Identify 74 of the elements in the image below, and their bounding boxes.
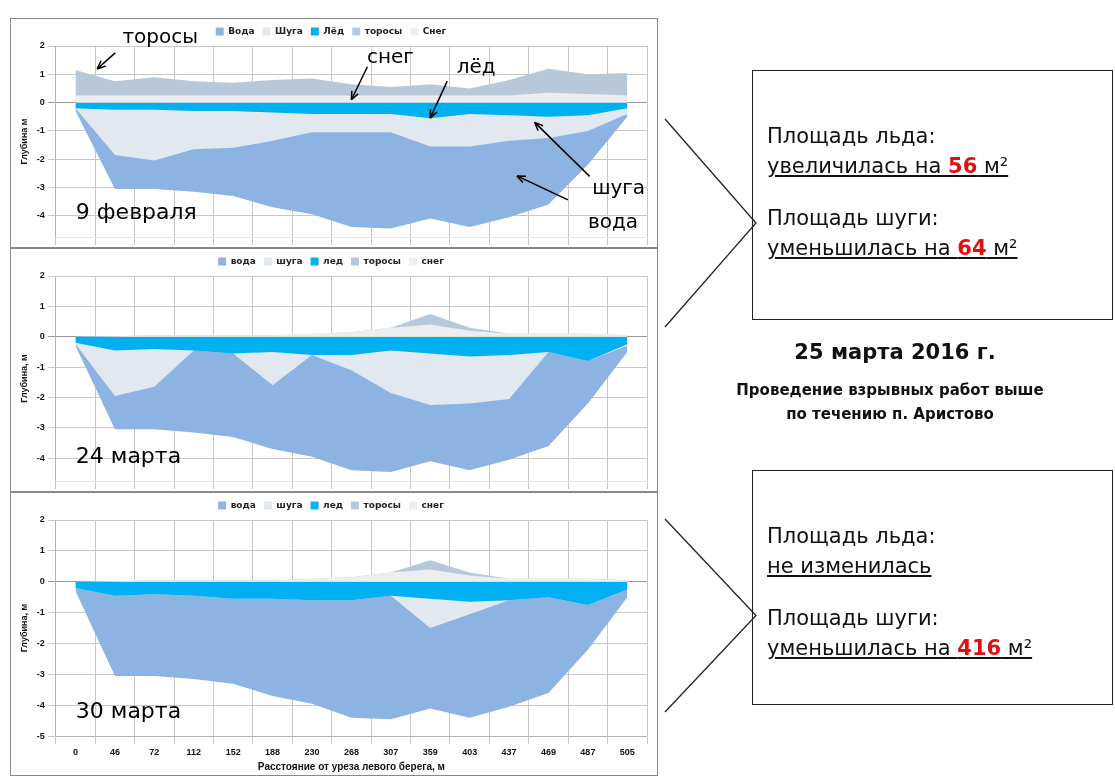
- annotation: лёд: [456, 54, 496, 79]
- y-tick-label: 0: [39, 331, 45, 342]
- legend-label: торосы: [364, 25, 403, 36]
- text: не изменилась: [767, 553, 933, 580]
- text: 25 марта 2016 г.: [793, 340, 997, 364]
- text: Площадь льда:: [767, 123, 937, 150]
- y-tick-label: -2: [36, 153, 45, 164]
- legend-label: шуга: [276, 499, 303, 510]
- annotation: вода: [587, 209, 638, 234]
- y-tick-label: -1: [36, 125, 45, 136]
- y-tick-label: -2: [36, 638, 45, 649]
- y-tick-label: -4: [36, 699, 45, 710]
- y-tick-label: -3: [36, 668, 45, 679]
- x-tick-label: 72: [149, 747, 160, 758]
- legend-label: торосы: [363, 499, 402, 510]
- text: Площадь шуги:: [767, 605, 940, 632]
- annotation: 30 марта: [75, 697, 182, 723]
- text: увеличилась на 56 м²: [767, 153, 1010, 180]
- y-tick-label: 0: [39, 576, 45, 587]
- y-tick-label: -1: [36, 361, 45, 372]
- x-tick-label: 152: [225, 747, 241, 758]
- legend-label: лед: [323, 499, 344, 510]
- annotation: 9 февраля: [75, 198, 197, 224]
- y-axis-title: Глубина, м: [18, 353, 29, 403]
- y-tick-label: -4: [36, 210, 45, 221]
- x-tick-label: 268: [343, 747, 359, 758]
- y-tick-label: 1: [39, 68, 45, 79]
- y-tick-label: 1: [39, 300, 45, 311]
- y-tick-label: 2: [39, 40, 45, 51]
- y-tick-label: -4: [36, 452, 45, 463]
- text: уменьшилась на 64 м²: [767, 235, 1019, 262]
- y-tick-label: 2: [39, 270, 45, 281]
- y-tick-label: -3: [36, 181, 45, 192]
- x-tick-label: 112: [186, 747, 202, 758]
- legend-label: торосы: [363, 255, 402, 266]
- y-axis-title: Глубина м: [18, 118, 29, 165]
- x-tick-label: 359: [422, 747, 438, 758]
- legend-label: шуга: [276, 255, 303, 266]
- x-tick-label: 46: [109, 747, 120, 758]
- annotation: шуга: [592, 174, 646, 199]
- legend-label: вода: [230, 255, 256, 266]
- legend-label: Снег: [422, 25, 447, 36]
- legend-label: Вода: [228, 25, 255, 36]
- text: Проведение взрывных работ выше по течению п. Аристово: [735, 380, 1045, 425]
- legend-label: лед: [323, 255, 344, 266]
- y-tick-label: -1: [36, 607, 45, 618]
- y-tick-label: -3: [36, 422, 45, 433]
- y-tick-label: 1: [39, 545, 45, 556]
- x-tick-label: 487: [580, 747, 596, 758]
- x-tick-label: 307: [383, 747, 399, 758]
- y-tick-label: -5: [36, 730, 45, 741]
- x-tick-label: 469: [540, 747, 556, 758]
- legend-label: снег: [421, 499, 445, 510]
- x-tick-label: 505: [619, 747, 635, 758]
- y-tick-label: 0: [39, 97, 45, 108]
- y-tick-label: 2: [39, 514, 45, 525]
- text: уменьшилась на 416 м²: [767, 635, 1034, 662]
- x-tick-label: 188: [265, 747, 281, 758]
- annotation: снег: [366, 43, 414, 68]
- x-tick-label: 403: [462, 747, 478, 758]
- y-axis-title: Глубина, м: [18, 603, 29, 653]
- x-axis-title: Расстояние от уреза левого берега, м: [257, 760, 445, 772]
- legend-label: Шуга: [275, 25, 303, 36]
- legend-label: Лёд: [323, 25, 345, 36]
- x-tick-label: 230: [304, 747, 320, 758]
- text: Площадь шуги:: [767, 205, 940, 232]
- text: Площадь льда:: [767, 523, 937, 550]
- legend-label: снег: [421, 255, 445, 266]
- legend-label: вода: [230, 499, 256, 510]
- annotation: торосы: [122, 24, 198, 49]
- x-tick-label: 437: [501, 747, 517, 758]
- x-tick-label: 0: [73, 747, 79, 758]
- annotation: 24 марта: [75, 442, 182, 468]
- y-tick-label: -2: [36, 391, 45, 402]
